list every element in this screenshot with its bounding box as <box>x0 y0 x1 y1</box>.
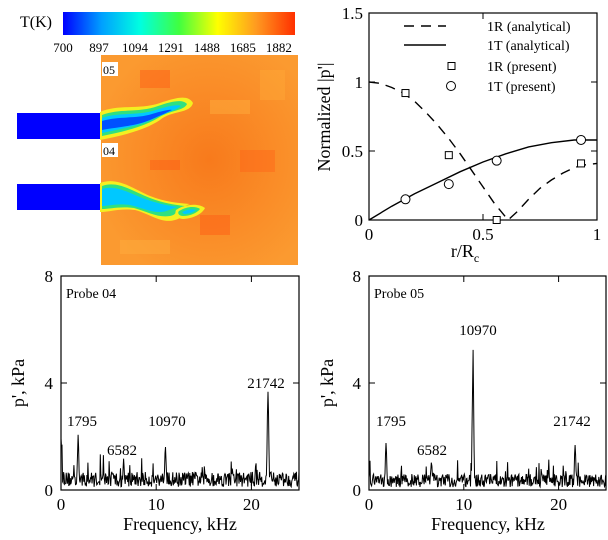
peak-label: 21742 <box>553 414 591 430</box>
colorbar-label: T(K) <box>20 14 52 31</box>
x-tick-label: 1 <box>593 225 602 244</box>
probe-05-ticks: 0 10 20 0 4 8 <box>353 267 606 514</box>
probe-04-spectrum-chart: 0 10 20 0 4 8 1795 6582 10970 21742 Probe 04 p',… <box>8 267 300 534</box>
spectrum-line <box>368 349 607 489</box>
y-tick-label: 4 <box>45 374 54 393</box>
x-tick-label: 10 <box>455 495 472 514</box>
y-tick-label: 0 <box>353 481 362 500</box>
legend-1r-present-swatch <box>447 62 456 70</box>
series-1r-analytical-line <box>368 81 598 222</box>
y-tick-label: 0.5 <box>342 142 363 161</box>
mode-shape-xlabel: r/Rc <box>451 241 479 265</box>
legend-entry-label: 1R (analytical) <box>487 20 571 35</box>
colorbar-tick-label: 897 <box>89 40 109 55</box>
upper-flame <box>100 97 193 140</box>
probe-04-xlabel: Frequency, kHz <box>123 514 237 534</box>
probe-04-title: Probe 04 <box>66 287 116 302</box>
mode-shape-ylabel: Normalized |p'| <box>314 63 334 172</box>
series-1t-present-point <box>400 194 411 205</box>
probe-05-peak-labels: 1795 6582 10970 21742 <box>376 323 591 459</box>
peak-label: 21742 <box>247 376 285 392</box>
colorbar-tick-label: 1488 <box>194 40 220 55</box>
x-tick-label: 10 <box>148 495 165 514</box>
probe-04-box <box>102 143 118 157</box>
lower-inlet <box>17 184 103 210</box>
x-tick-label: 0 <box>365 495 374 514</box>
x-tick-label: 0 <box>365 225 374 244</box>
x-tick-label: 20 <box>243 495 260 514</box>
y-tick-label: 4 <box>353 374 362 393</box>
y-tick-label: 1.5 <box>342 4 363 23</box>
temperature-contour: 05 04 <box>17 55 298 265</box>
probe-05-series <box>368 349 607 489</box>
colorbar-tick-label: 1094 <box>122 40 149 55</box>
series-1r-present-point <box>492 216 501 224</box>
colorbar-tick-label: 1291 <box>158 40 184 55</box>
series-1r-present-point <box>577 159 586 168</box>
contour-field <box>101 55 298 265</box>
series-1t-present-point <box>576 134 587 145</box>
mode-shape-series <box>368 81 598 224</box>
upper-inlet <box>17 113 103 139</box>
probe-05-spectrum-chart: 0 10 20 0 4 8 1795 6582 10970 21742 Probe 05 p',… <box>317 267 607 534</box>
colorbar-tick-label: 1685 <box>230 40 256 55</box>
mode-shape-chart: 0 0.5 1 0 0.5 1 1.5 1R (analytical) 1T (analyti… <box>314 4 601 265</box>
probe-05-xlabel: Frequency, kHz <box>431 514 545 534</box>
y-tick-label: 8 <box>353 267 362 286</box>
probe-04-label: 04 <box>103 144 115 158</box>
probe-05-label: 05 <box>103 63 115 77</box>
probe-04-ticks: 0 10 20 0 4 8 <box>45 267 299 514</box>
probe-05-title: Probe 05 <box>374 287 424 302</box>
legend-entry-label: 1R (present) <box>487 60 557 75</box>
series-1t-present-point <box>491 155 502 166</box>
x-tick-label: 0.5 <box>472 225 493 244</box>
mode-shape-legend: 1R (analytical) 1T (analytical) 1R (presen… <box>404 20 571 95</box>
colorbar-tick-label: 700 <box>53 40 73 55</box>
probe-05-plot-frame <box>368 275 607 491</box>
colorbar-bar <box>63 12 295 35</box>
spectrum-line <box>60 391 300 489</box>
y-tick-label: 0 <box>355 211 364 230</box>
peak-label: 1795 <box>376 414 406 430</box>
series-1r-present-point <box>444 151 453 160</box>
series-1t-analytical-line <box>368 139 597 221</box>
peak-label: 6582 <box>417 443 447 459</box>
x-tick-label: 0 <box>57 495 66 514</box>
peak-label: 6582 <box>107 443 137 459</box>
series-1r-present-point <box>401 89 410 98</box>
probe-04-ylabel: p', kPa <box>8 359 28 407</box>
legend-entry-label: 1T (analytical) <box>487 39 570 54</box>
colorbar-ticks: 700 897 1094 1291 1488 1685 1882 <box>53 40 292 55</box>
y-tick-label: 0 <box>45 481 54 500</box>
legend-entry-label: 1T (present) <box>487 80 556 95</box>
probe-04-peak-labels: 1795 6582 10970 21742 <box>67 376 285 459</box>
peak-label: 10970 <box>459 323 497 339</box>
peak-label: 10970 <box>148 414 186 430</box>
colorbar-tick-label: 1882 <box>266 40 292 55</box>
peak-label: 1795 <box>67 414 97 430</box>
colorbar: T(K) 700 897 1094 1291 1488 1685 1882 <box>20 12 295 55</box>
probe-05-ylabel: p', kPa <box>317 359 337 407</box>
x-tick-label: 20 <box>550 495 567 514</box>
lower-flame <box>100 181 205 221</box>
probe-05-box <box>102 62 118 76</box>
y-tick-label: 8 <box>45 267 54 286</box>
y-tick-label: 1 <box>355 73 364 92</box>
contour-texture <box>120 70 285 254</box>
legend-1t-present-swatch <box>446 81 456 91</box>
series-1t-present-point <box>443 179 454 190</box>
probe-04-series <box>60 391 300 489</box>
